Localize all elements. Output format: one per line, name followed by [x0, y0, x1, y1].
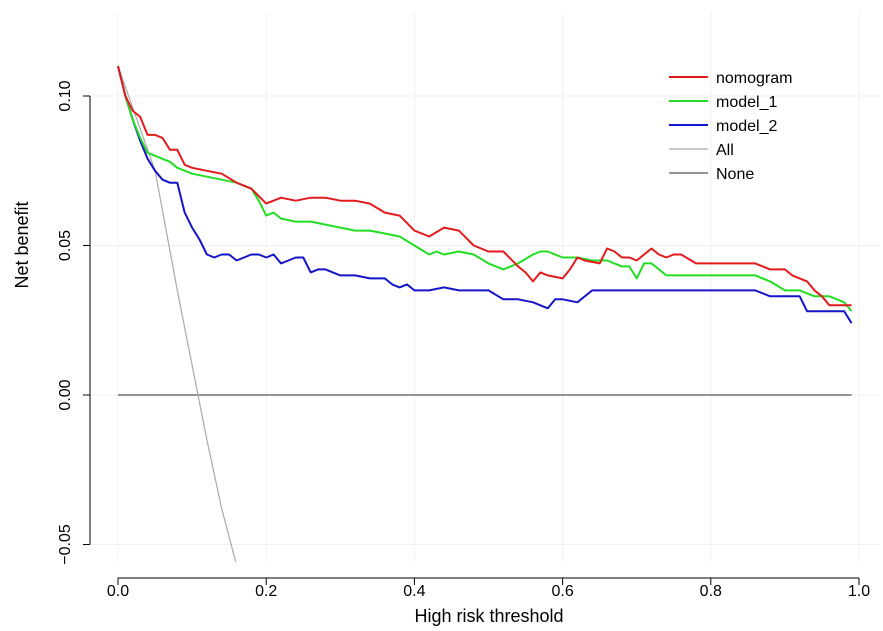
axes: 0.0 0.2 0.4 0.6 0.8 1.0 −0.05 0.00 0.05 0.10: [57, 80, 870, 600]
y-ticks: −0.05 0.00 0.05 0.10: [57, 80, 90, 565]
legend-label-0: nomogram: [716, 70, 792, 87]
x-tick-label-2: 0.4: [403, 583, 425, 600]
legend-label-4: None: [716, 166, 754, 183]
y-tick-label-0: −0.05: [57, 524, 74, 565]
series-line-model-1: [117, 65, 853, 312]
legend-label-3: All: [716, 142, 734, 159]
y-tick-label-1: 0.00: [57, 379, 74, 410]
legend-label-1: model_1: [716, 94, 777, 111]
x-axis-title: High risk threshold: [414, 606, 563, 626]
x-tick-label-0: 0.0: [107, 583, 129, 600]
x-tick-label-4: 0.8: [700, 583, 722, 600]
x-tick-label-5: 1.0: [848, 583, 870, 600]
y-tick-label-3: 0.10: [57, 80, 74, 111]
series-line-nomogram: [117, 65, 852, 307]
legend-label-2: model_2: [716, 118, 777, 135]
x-ticks: 0.0 0.2 0.4 0.6 0.8 1.0: [107, 578, 870, 600]
y-axis-title: Net benefit: [12, 201, 32, 288]
series-layer: [117, 65, 853, 562]
legend: nomogram model_1 model_2 All None: [669, 70, 792, 183]
x-tick-label-1: 0.2: [255, 583, 277, 600]
series-line-model-2: [117, 65, 853, 324]
x-tick-label-3: 0.6: [551, 583, 573, 600]
y-tick-label-2: 0.05: [57, 230, 74, 261]
